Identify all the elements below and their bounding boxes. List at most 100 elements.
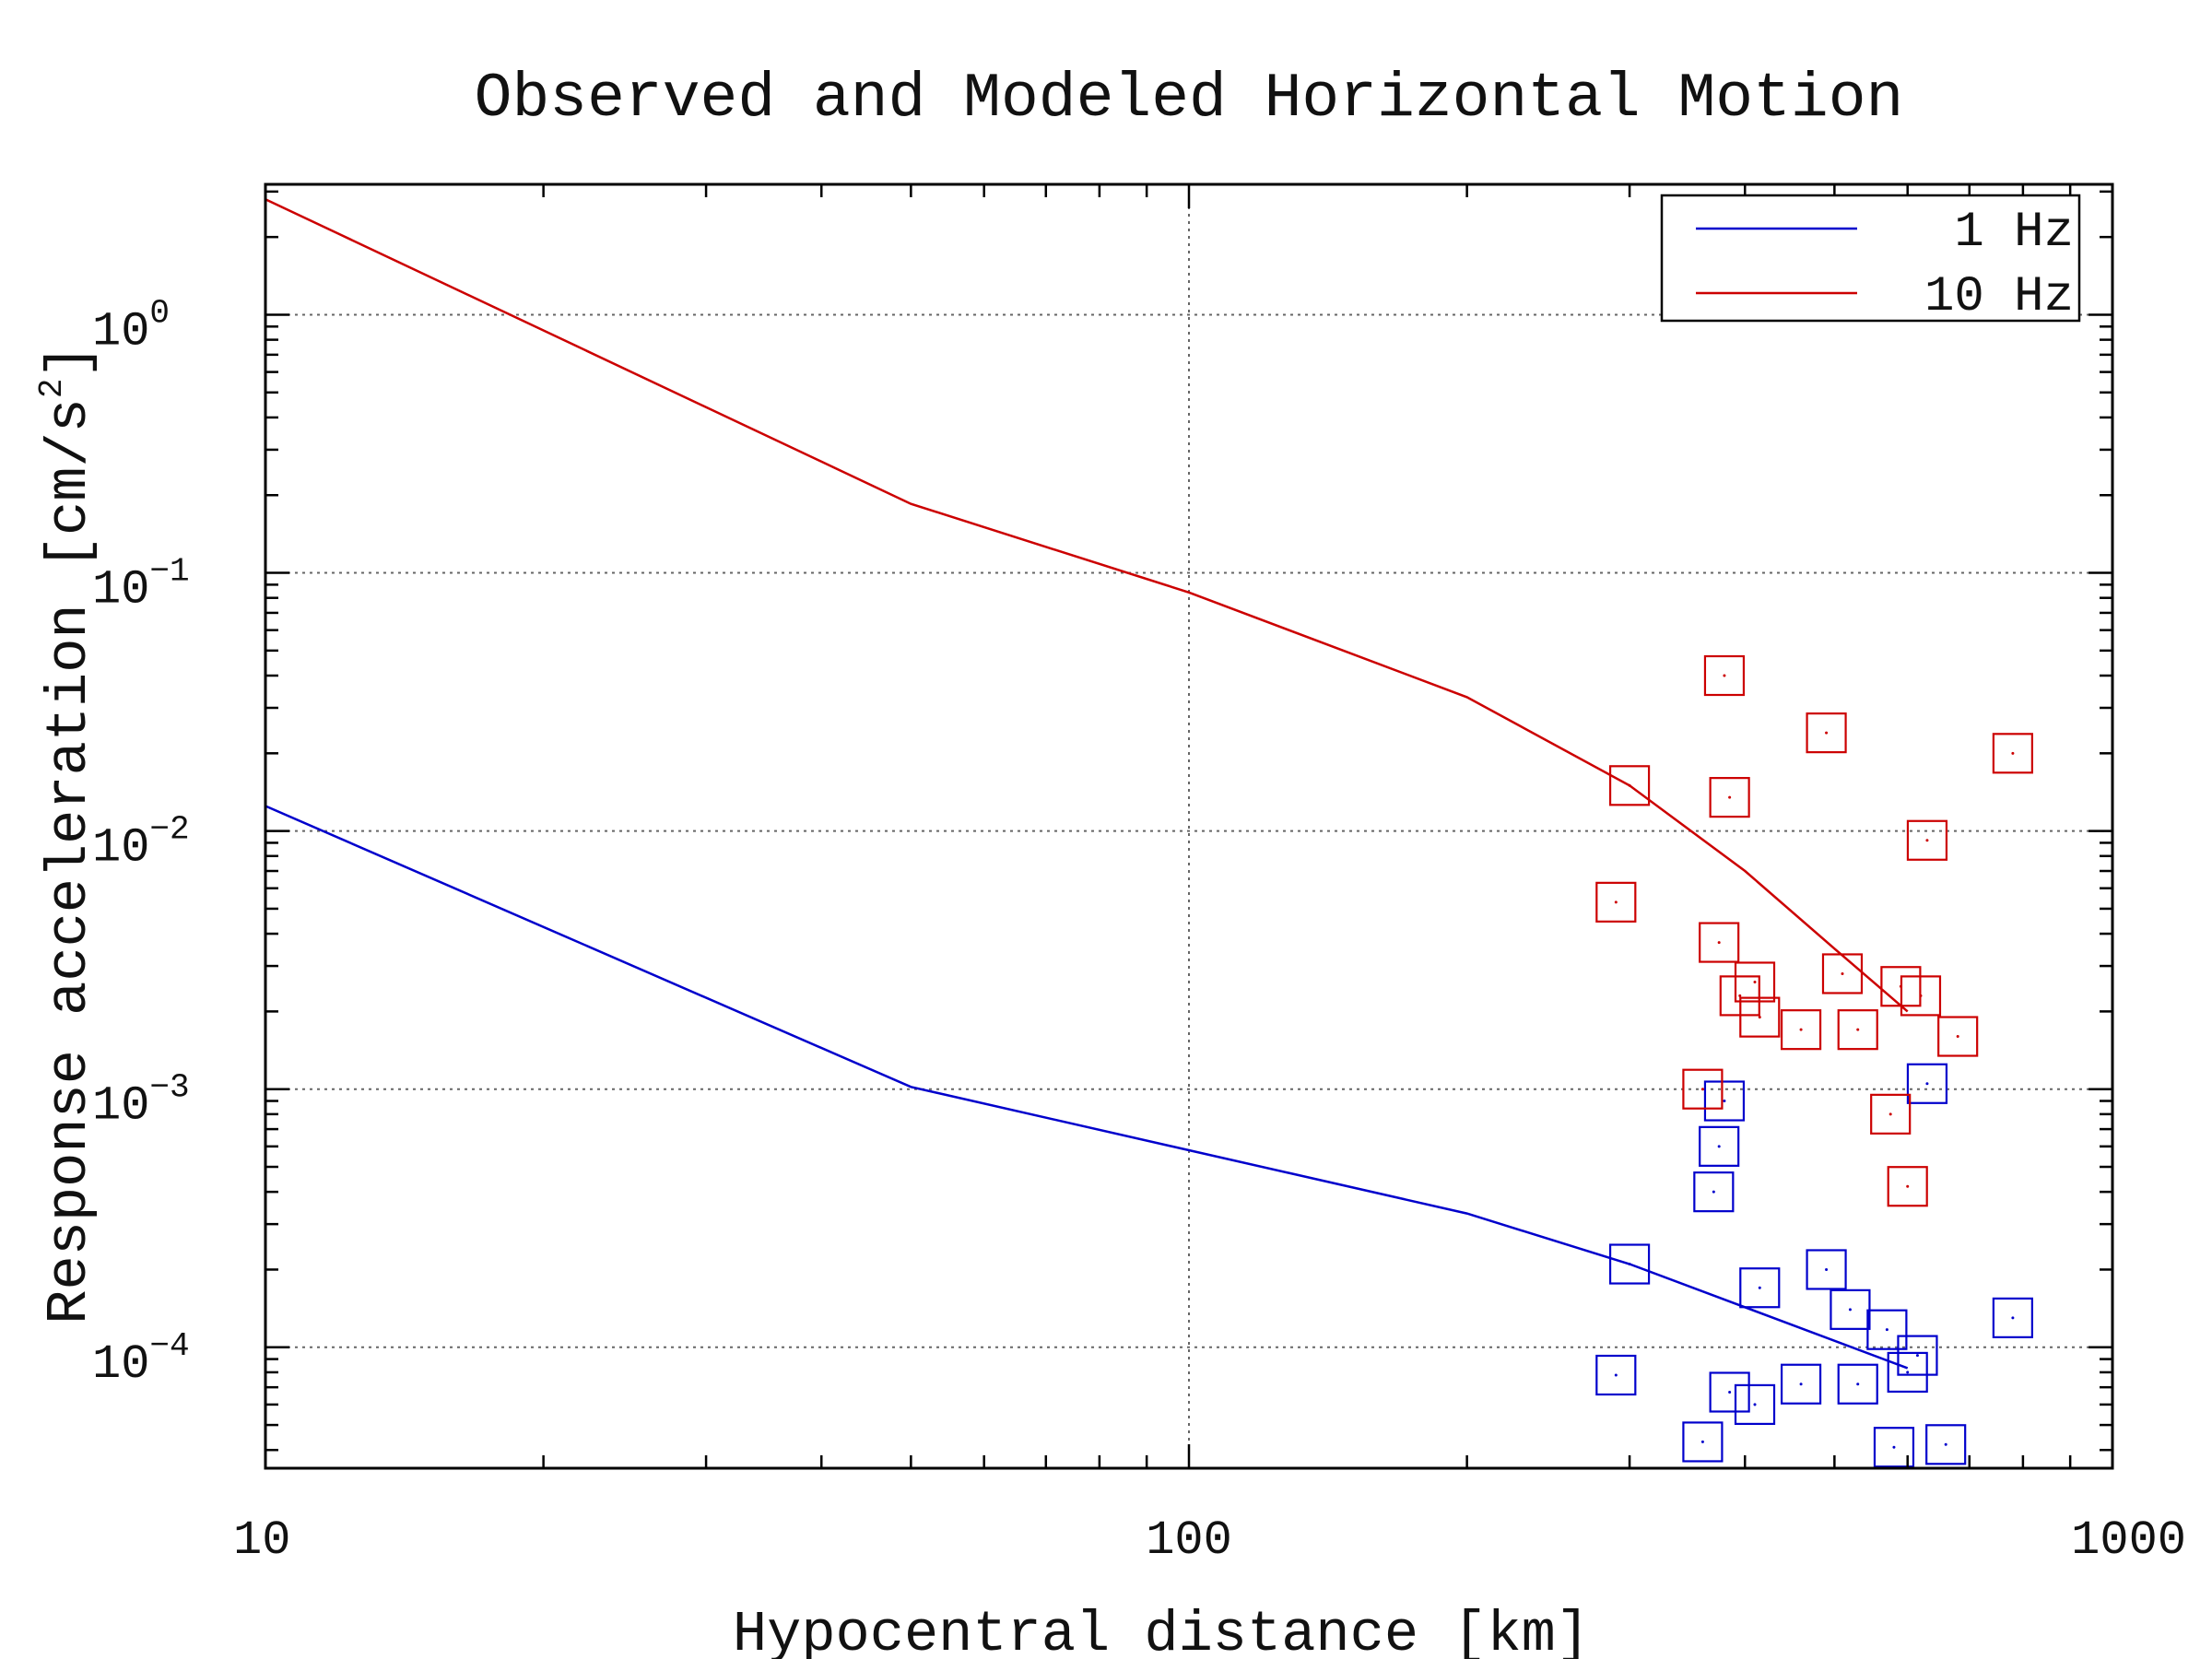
data-point-marker [1703, 654, 1746, 697]
data-point-center-dot [1614, 1373, 1618, 1377]
data-point-center-dot [1915, 1354, 1919, 1358]
data-point-marker [1780, 1363, 1822, 1405]
data-point-marker [1897, 1335, 1938, 1376]
data-point-marker [1870, 1093, 1912, 1135]
legend-label-1: 10 Hz [1924, 269, 2074, 325]
data-point-marker [1873, 1427, 1915, 1468]
x-tick-labels: 10 100 1000 [233, 1513, 2186, 1568]
y-tick-label-base: 10 [92, 1079, 149, 1134]
data-point-marker [1992, 1297, 2033, 1338]
data-point-center-dot [1758, 1286, 1761, 1289]
axis-ticks [264, 184, 2112, 1468]
data-point-marker [1608, 765, 1651, 806]
y-axis-label-sup: 2 [33, 379, 71, 399]
data-point-marker [1739, 1267, 1781, 1309]
data-point-center-dot [1848, 1308, 1852, 1312]
y-tick-label-exponent: −3 [149, 1069, 189, 1107]
data-point-center-dot [1956, 1035, 1959, 1039]
data-point-marker [1837, 1009, 1878, 1051]
data-point-marker [1595, 881, 1637, 923]
y-axis-label-main: Response acceleration [cm/s [37, 398, 102, 1324]
y-tick-label-exponent: −1 [149, 553, 189, 591]
y-tick-label-exponent: 0 [149, 294, 170, 332]
data-point-marker [1780, 1009, 1822, 1051]
data-point-marker [1595, 1354, 1637, 1396]
data-point-center-dot [1614, 900, 1618, 904]
data-point-marker [1806, 712, 1847, 754]
data-point-center-dot [1799, 1028, 1803, 1031]
data-point-marker [1682, 1068, 1724, 1110]
data-point-center-dot [1753, 1403, 1757, 1406]
series-line-1-hz [265, 805, 1909, 1370]
data-point-center-dot [1925, 839, 1929, 842]
data-point-center-dot [1717, 1145, 1721, 1148]
data-point-center-dot [1628, 1263, 1631, 1266]
y-axis-label: Response acceleration [cm/s2] [33, 344, 102, 1324]
y-tick-label: 10−3 [92, 1069, 190, 1134]
data-point-center-dot [1723, 674, 1726, 677]
data-point-center-dot [1841, 971, 1844, 975]
y-tick-label-base: 10 [92, 1337, 149, 1392]
y-tick-label: 10−4 [92, 1327, 190, 1392]
x-axis-label: Hypocentral distance [km] [733, 1602, 1590, 1659]
data-point-marker [1937, 1016, 1979, 1057]
legend-label-0: 1 Hz [1954, 205, 2074, 261]
data-point-marker [1693, 1171, 1735, 1213]
data-point-center-dot [1728, 1390, 1732, 1394]
data-point-marker [1906, 1063, 1948, 1104]
data-point-marker [1699, 922, 1740, 963]
data-point-center-dot [1728, 795, 1732, 799]
data-point-center-dot [1906, 1184, 1910, 1188]
data-point-marker [1739, 996, 1781, 1038]
data-point-center-dot [1717, 941, 1721, 945]
data-point-center-dot [2011, 1316, 2015, 1320]
y-tick-label-exponent: −4 [149, 1327, 189, 1365]
y-tick-label: 100 [92, 294, 170, 359]
data-point-center-dot [1856, 1382, 1860, 1386]
chart-title: Observed and Modeled Horizontal Motion [475, 64, 1904, 135]
y-tick-label: 10−2 [92, 811, 190, 876]
data-point-center-dot [1888, 1112, 1892, 1116]
data-point-center-dot [1906, 1371, 1910, 1374]
data-point-center-dot [1885, 1328, 1888, 1332]
series-points [1595, 654, 2033, 1468]
data-point-marker [1709, 1371, 1750, 1413]
data-point-marker [1821, 953, 1864, 994]
data-point-center-dot [1925, 1082, 1929, 1086]
data-point-marker [1682, 1421, 1724, 1463]
data-point-center-dot [1712, 1190, 1715, 1194]
grid [265, 184, 2112, 1468]
data-point-marker [1709, 777, 1750, 818]
data-point-marker [1703, 1080, 1746, 1122]
y-tick-label-base: 10 [92, 563, 149, 618]
data-point-marker [1608, 1243, 1651, 1285]
x-tick-label: 1000 [2071, 1513, 2186, 1568]
y-tick-label-exponent: −2 [149, 811, 189, 849]
data-point-center-dot [1738, 994, 1742, 997]
data-point-center-dot [1753, 980, 1757, 983]
data-point-center-dot [1700, 1440, 1704, 1443]
data-point-center-dot [1825, 731, 1829, 735]
data-point-center-dot [1825, 1267, 1829, 1271]
legend-box [1660, 194, 2081, 323]
data-point-center-dot [1700, 1088, 1704, 1091]
data-point-center-dot [1723, 1100, 1726, 1103]
data-point-marker [1887, 1166, 1928, 1207]
data-point-marker [1806, 1249, 1847, 1290]
data-point-marker [1992, 733, 2033, 774]
data-point-marker [1699, 1125, 1740, 1167]
series-line-10-hz [265, 198, 1909, 1013]
series-lines [265, 198, 1909, 1370]
y-tick-label-base: 10 [92, 821, 149, 876]
data-point-marker [1887, 1351, 1928, 1394]
x-tick-label: 10 [233, 1513, 290, 1568]
data-point-center-dot [1628, 783, 1631, 787]
data-point-marker [1906, 819, 1948, 861]
data-point-marker [1734, 961, 1776, 1003]
data-point-marker [1837, 1363, 1878, 1405]
data-point-center-dot [1892, 1445, 1896, 1449]
legend: 1 Hz 10 Hz [1660, 194, 2081, 325]
y-tick-label-base: 10 [92, 304, 149, 359]
data-point-center-dot [1856, 1028, 1860, 1031]
